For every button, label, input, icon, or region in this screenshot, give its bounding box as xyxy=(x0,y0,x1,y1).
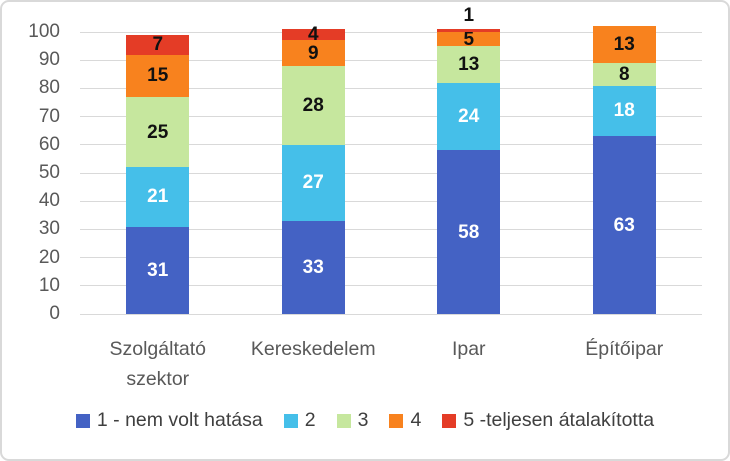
category-label: Kereskedelem xyxy=(250,338,376,360)
gridline xyxy=(80,285,702,287)
legend-swatch xyxy=(336,413,351,428)
legend-label: 2 xyxy=(304,409,316,431)
bar-segment: 7 xyxy=(126,34,190,56)
gridline xyxy=(80,200,702,202)
data-label: 31 xyxy=(147,259,169,281)
legend-item: 4 xyxy=(389,409,421,432)
bar-segment: 4 xyxy=(281,25,345,44)
legend-swatch xyxy=(283,413,298,428)
gridline xyxy=(80,172,702,174)
bar-segment: 24 xyxy=(437,82,501,151)
data-label: 24 xyxy=(458,106,480,128)
y-tick-label: 0 xyxy=(49,303,60,324)
bar-segment: 58 xyxy=(437,150,501,314)
data-label: 25 xyxy=(147,121,169,143)
data-label: 1 xyxy=(463,5,475,27)
bar-segment: 25 xyxy=(126,96,190,168)
bar-segment: 27 xyxy=(281,144,345,221)
y-tick-label: 80 xyxy=(38,77,60,99)
data-label: 15 xyxy=(147,65,169,87)
y-tick-label: 40 xyxy=(38,190,60,212)
bar: 31 21 25 15 7 xyxy=(126,34,190,314)
data-label: 8 xyxy=(618,63,630,85)
legend-swatch xyxy=(389,413,404,428)
data-label: 33 xyxy=(302,256,324,278)
bar-segment: 63 xyxy=(592,136,656,314)
gridline xyxy=(80,116,702,118)
data-label: 28 xyxy=(302,94,324,116)
bar-segment: 8 xyxy=(592,63,656,86)
legend-label: 4 xyxy=(410,409,422,431)
category-label: Ipar xyxy=(451,338,486,360)
bar: 33 27 28 9 4 xyxy=(281,25,345,314)
data-label: 13 xyxy=(458,53,480,75)
legend-item: 1 - nem volt hatása xyxy=(75,409,263,432)
data-label: 5 xyxy=(463,28,475,50)
bar-segment: 13 xyxy=(592,26,656,64)
legend-item: 5 -teljesen átalakította xyxy=(442,409,654,432)
y-tick-label: 50 xyxy=(38,162,60,183)
gridline xyxy=(80,87,702,89)
legend-label: 5 -teljesen átalakította xyxy=(463,409,655,431)
bar-segment: 9 xyxy=(281,40,345,66)
data-label: 27 xyxy=(302,172,324,194)
data-label: 7 xyxy=(152,34,164,56)
data-label: 21 xyxy=(147,186,169,208)
legend-item: 3 xyxy=(336,409,369,432)
bar-segment: 31 xyxy=(126,226,190,314)
bar-segment: 33 xyxy=(281,220,345,314)
gridline xyxy=(80,228,702,230)
gridline xyxy=(80,313,702,315)
legend: 1 - nem volt hatása 2 3 4 5 -teljesen átalak… xyxy=(2,409,728,432)
data-label: 9 xyxy=(307,42,319,64)
bar-segment: 21 xyxy=(126,167,190,227)
data-label: 13 xyxy=(613,34,635,56)
data-label: 18 xyxy=(613,100,635,122)
y-tick-label: 100 xyxy=(28,21,60,42)
gridline xyxy=(80,257,702,259)
y-tick-label: 70 xyxy=(38,105,60,127)
data-label: 63 xyxy=(613,214,635,236)
gridline xyxy=(80,31,702,33)
data-label: 58 xyxy=(458,221,480,243)
bar-segment xyxy=(437,29,501,32)
bar-segment: 15 xyxy=(126,54,190,97)
bar: 58 24 13 5 1 xyxy=(437,5,501,314)
gridline xyxy=(80,144,702,146)
bar-segment: 18 xyxy=(592,85,656,137)
y-tick-label: 30 xyxy=(38,218,60,240)
data-label: 4 xyxy=(307,24,319,46)
bar-segment: 28 xyxy=(281,65,345,145)
category-label: Szolgáltató szektor xyxy=(109,338,206,390)
category-label: Építőipar xyxy=(585,338,664,360)
gridline xyxy=(80,59,702,61)
bar-segment: 5 xyxy=(437,28,501,50)
bar: 63 18 8 13 xyxy=(592,26,656,314)
legend-label: 3 xyxy=(357,409,369,431)
bar-segment: 13 xyxy=(437,46,501,83)
y-tick-label: 60 xyxy=(38,133,60,155)
legend-item: 2 xyxy=(283,409,316,432)
y-tick-label: 20 xyxy=(38,246,60,268)
legend-swatch xyxy=(442,413,457,428)
y-tick-label: 90 xyxy=(38,49,60,71)
plot-area: 31 21 25 15 7 33 27 28 9 4 58 24 13 5 1 63 18 8 13 xyxy=(80,5,702,315)
legend-label: 1 - nem volt hatása xyxy=(96,409,263,431)
y-tick-label: 10 xyxy=(38,274,60,296)
legend-swatch xyxy=(75,413,90,428)
